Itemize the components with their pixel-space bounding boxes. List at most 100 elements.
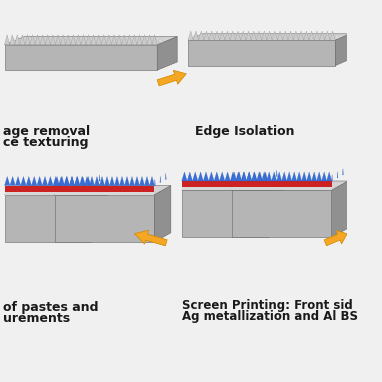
Polygon shape xyxy=(60,176,65,186)
Text: ce texturing: ce texturing xyxy=(3,136,88,149)
Polygon shape xyxy=(322,172,327,181)
Polygon shape xyxy=(187,172,193,181)
Polygon shape xyxy=(94,176,99,186)
Polygon shape xyxy=(106,35,112,45)
Polygon shape xyxy=(143,37,148,42)
Polygon shape xyxy=(102,37,107,42)
Polygon shape xyxy=(324,230,347,246)
Polygon shape xyxy=(77,37,82,42)
Polygon shape xyxy=(76,35,81,45)
Polygon shape xyxy=(74,176,80,186)
Polygon shape xyxy=(81,35,86,45)
Polygon shape xyxy=(5,45,157,70)
Polygon shape xyxy=(5,35,10,45)
Polygon shape xyxy=(139,176,144,186)
Polygon shape xyxy=(247,172,252,181)
Polygon shape xyxy=(203,172,209,181)
Polygon shape xyxy=(225,172,230,181)
Polygon shape xyxy=(232,181,332,187)
Polygon shape xyxy=(55,176,60,186)
Polygon shape xyxy=(298,34,303,38)
Polygon shape xyxy=(134,230,167,246)
Polygon shape xyxy=(220,31,225,40)
Polygon shape xyxy=(5,176,10,186)
Polygon shape xyxy=(198,34,203,38)
Polygon shape xyxy=(314,31,319,40)
Polygon shape xyxy=(41,37,46,42)
Polygon shape xyxy=(256,31,262,40)
Polygon shape xyxy=(53,176,58,186)
Polygon shape xyxy=(89,176,94,186)
Polygon shape xyxy=(144,176,149,186)
Polygon shape xyxy=(55,186,154,192)
Polygon shape xyxy=(86,35,91,45)
Polygon shape xyxy=(96,35,101,45)
Polygon shape xyxy=(232,181,348,190)
Polygon shape xyxy=(246,172,252,181)
Polygon shape xyxy=(262,31,267,40)
Polygon shape xyxy=(5,37,177,45)
Polygon shape xyxy=(105,176,110,186)
Polygon shape xyxy=(282,34,287,38)
Polygon shape xyxy=(157,37,177,70)
Polygon shape xyxy=(303,34,308,38)
Polygon shape xyxy=(158,37,163,42)
Polygon shape xyxy=(334,34,340,38)
Text: of pastes and: of pastes and xyxy=(3,301,98,314)
Polygon shape xyxy=(203,34,208,38)
Polygon shape xyxy=(250,34,256,38)
Polygon shape xyxy=(5,195,91,242)
Polygon shape xyxy=(129,176,134,186)
Polygon shape xyxy=(157,70,186,86)
Polygon shape xyxy=(99,176,105,186)
Polygon shape xyxy=(225,31,230,40)
Polygon shape xyxy=(267,31,272,40)
Polygon shape xyxy=(287,34,292,38)
Polygon shape xyxy=(65,176,70,186)
Polygon shape xyxy=(237,172,242,181)
Polygon shape xyxy=(91,186,107,242)
Polygon shape xyxy=(266,34,271,38)
Polygon shape xyxy=(204,31,209,40)
Polygon shape xyxy=(182,190,268,237)
Polygon shape xyxy=(84,176,89,186)
Polygon shape xyxy=(42,176,48,186)
Polygon shape xyxy=(74,176,79,186)
Polygon shape xyxy=(11,37,16,42)
Polygon shape xyxy=(209,172,214,181)
Polygon shape xyxy=(157,70,186,86)
Polygon shape xyxy=(240,34,245,38)
Polygon shape xyxy=(332,181,348,237)
Polygon shape xyxy=(120,176,125,186)
Polygon shape xyxy=(10,35,15,45)
Polygon shape xyxy=(71,35,76,45)
Polygon shape xyxy=(329,34,334,38)
Polygon shape xyxy=(117,37,123,42)
Polygon shape xyxy=(40,35,45,45)
Polygon shape xyxy=(121,35,127,45)
Polygon shape xyxy=(241,31,246,40)
Polygon shape xyxy=(36,37,41,42)
Polygon shape xyxy=(282,172,286,181)
Polygon shape xyxy=(267,172,272,181)
Polygon shape xyxy=(51,37,56,42)
Polygon shape xyxy=(117,35,121,45)
Polygon shape xyxy=(128,37,133,42)
Polygon shape xyxy=(193,34,198,38)
Polygon shape xyxy=(208,34,214,38)
Polygon shape xyxy=(64,176,69,186)
Polygon shape xyxy=(242,172,247,181)
Polygon shape xyxy=(82,37,87,42)
Polygon shape xyxy=(327,172,332,181)
Polygon shape xyxy=(152,35,157,45)
Polygon shape xyxy=(55,186,171,195)
Polygon shape xyxy=(66,37,71,42)
Polygon shape xyxy=(257,172,263,181)
Polygon shape xyxy=(182,172,187,181)
Text: Screen Printing: Front sid: Screen Printing: Front sid xyxy=(182,299,353,312)
Polygon shape xyxy=(149,176,154,186)
Polygon shape xyxy=(220,172,225,181)
Polygon shape xyxy=(277,34,282,38)
Polygon shape xyxy=(50,35,55,45)
Polygon shape xyxy=(307,172,312,181)
